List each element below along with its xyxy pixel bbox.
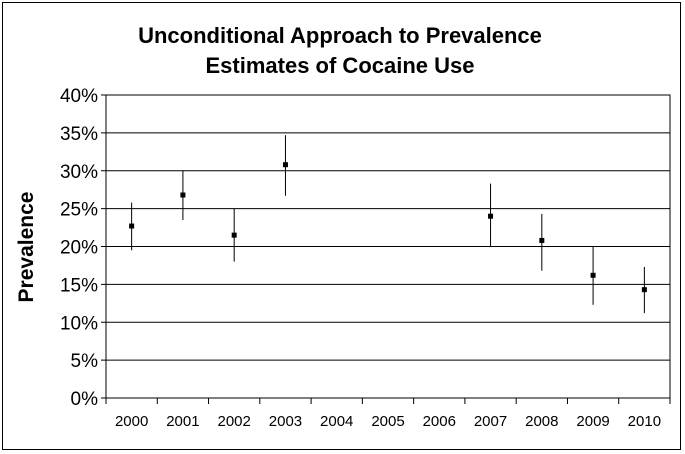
- data-point-2008: [539, 237, 545, 243]
- data-point-2003: [282, 162, 288, 168]
- data-point-2002: [231, 232, 237, 238]
- plot-border: [105, 94, 671, 399]
- y-tick-label: 10%: [60, 313, 98, 334]
- x-tick-label-2009: 2009: [576, 413, 609, 430]
- y-tick-label: 15%: [60, 275, 98, 296]
- data-point-2010: [641, 287, 647, 293]
- y-tick-label: 20%: [60, 238, 98, 259]
- y-tick-label: 35%: [60, 124, 98, 145]
- x-tick-label-2004: 2004: [320, 413, 353, 430]
- x-tick-label-2000: 2000: [115, 413, 148, 430]
- y-tick-label: 40%: [60, 86, 98, 107]
- y-tick-label: 30%: [60, 162, 98, 183]
- x-tick-label-2007: 2007: [474, 413, 507, 430]
- x-tick-label-2008: 2008: [525, 413, 558, 430]
- x-tick-label-2010: 2010: [628, 413, 661, 430]
- y-tick-label: 5%: [71, 351, 99, 372]
- y-tick-label: 25%: [60, 200, 98, 221]
- x-tick-label-2005: 2005: [371, 413, 404, 430]
- x-tick-label-2003: 2003: [269, 413, 302, 430]
- data-point-2000: [129, 223, 135, 229]
- y-axis-label: Prevalence: [15, 192, 38, 303]
- data-point-2007: [488, 213, 494, 219]
- y-tick-label: 0%: [71, 389, 99, 410]
- plot-area: 0% 5% 10% 15% 20% 25% 30% 35% 40% 2000 2001 2002 200…: [60, 86, 671, 430]
- data-point-2001: [180, 192, 186, 198]
- data-point-2009: [590, 272, 596, 278]
- x-tick-label-2002: 2002: [217, 413, 250, 430]
- chart-title-line-1: Unconditional Approach to Prevalence: [138, 23, 542, 48]
- chart-frame: [2, 2, 681, 450]
- x-tick-label-2001: 2001: [166, 413, 199, 430]
- chart-title-line-2: Estimates of Cocaine Use: [206, 53, 475, 78]
- x-tick-label-2006: 2006: [423, 413, 456, 430]
